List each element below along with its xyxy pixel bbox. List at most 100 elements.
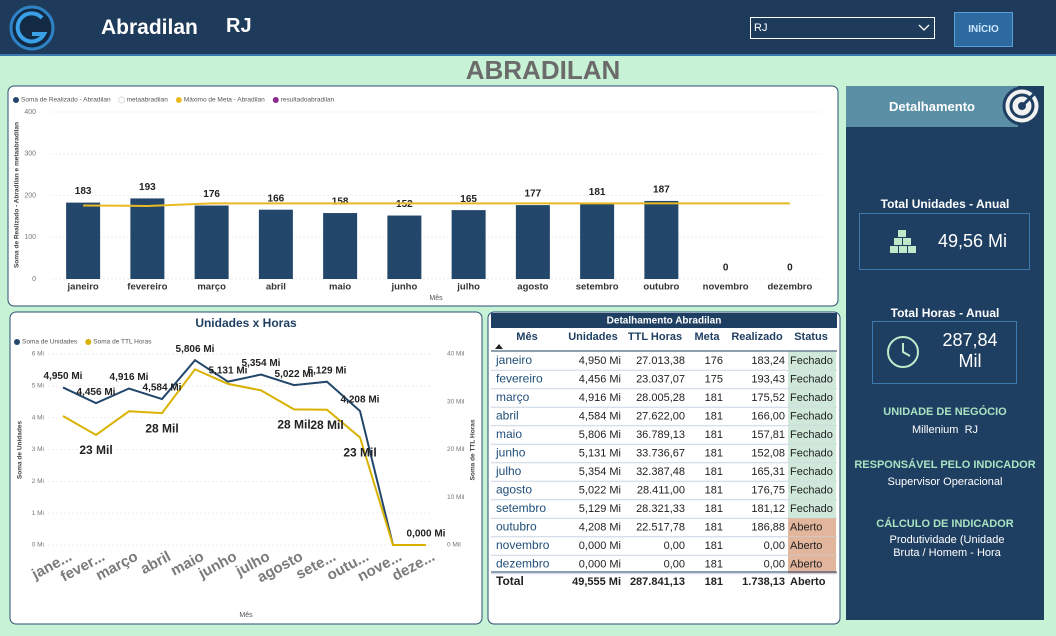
y-tick-label: 2 Mi bbox=[32, 478, 44, 485]
x-tick-label: julho bbox=[456, 282, 480, 293]
y-tick-label: 1 Mi bbox=[32, 510, 44, 517]
table-cell: Fechado bbox=[790, 373, 833, 385]
table-cell: 32.387,48 bbox=[636, 466, 685, 478]
table-cell: novembro bbox=[496, 538, 550, 552]
bar-value-label: 176 bbox=[203, 189, 220, 200]
table-cell: 5,131 Mi bbox=[579, 447, 621, 459]
total-cell: 287.841,13 bbox=[630, 576, 685, 588]
status-cell bbox=[788, 407, 836, 426]
table-cell: 5,806 Mi bbox=[579, 429, 621, 441]
y2-tick-label: 10 Mil bbox=[447, 494, 465, 501]
region-dropdown[interactable]: RJ bbox=[750, 17, 935, 39]
card-value: 287,84 Mil bbox=[942, 330, 998, 371]
bar-value-label: 166 bbox=[268, 193, 285, 204]
data-label: 5,354 Mi bbox=[242, 358, 281, 369]
table-cell: 0,00 bbox=[664, 558, 685, 570]
data-label: 5,129 Mi bbox=[308, 365, 347, 376]
x-tick-label: fevereiro bbox=[127, 282, 167, 293]
legend-marker bbox=[272, 97, 279, 103]
table-cell: 4,916 Mi bbox=[579, 392, 621, 404]
data-label: 28 Mil bbox=[310, 418, 343, 432]
total-cell: 181 bbox=[705, 576, 723, 588]
table-cell: 176 bbox=[705, 355, 723, 367]
section-title: CÁLCULO DE INDICADOR bbox=[876, 518, 1014, 530]
table-cell: 175 bbox=[705, 373, 723, 385]
y-tick-label: 0 Mi bbox=[32, 542, 44, 549]
legend-label: resultadoabradilan bbox=[281, 97, 335, 104]
series-line bbox=[62, 368, 426, 546]
column-header: Unidades bbox=[568, 331, 618, 343]
bar bbox=[580, 203, 615, 279]
x-tick-label: outubro bbox=[643, 282, 679, 293]
table-cell: 176,75 bbox=[751, 484, 785, 496]
table-cell: 4,950 Mi bbox=[579, 355, 621, 367]
page-title: ABRADILAN bbox=[466, 55, 621, 85]
y-tick-label: 200 bbox=[24, 192, 36, 199]
table-cell: 165,31 bbox=[751, 466, 785, 478]
legend-label: Soma de TTL Horas bbox=[93, 339, 152, 346]
y-tick-label: 3 Mi bbox=[32, 446, 44, 453]
y2-tick-label: 0 Mil bbox=[447, 542, 461, 549]
table-cell: agosto bbox=[496, 483, 532, 497]
status-cell bbox=[788, 518, 836, 537]
section-line: Produtividade (Unidade Bruta / Homem - H… bbox=[889, 534, 1005, 559]
table-cell: Aberto bbox=[790, 521, 822, 533]
table-cell: 23.037,07 bbox=[636, 373, 685, 385]
status-cell bbox=[788, 351, 836, 371]
y-tick-label: 5 Mi bbox=[32, 383, 44, 390]
section-text: Millenium RJ bbox=[846, 424, 1044, 436]
bar-value-label: 152 bbox=[396, 199, 413, 210]
x-tick-label: agosto bbox=[517, 282, 548, 293]
table-cell: 181 bbox=[705, 484, 723, 496]
status-cell bbox=[788, 499, 836, 519]
table-cell: 181 bbox=[705, 447, 723, 459]
bar-value-label: 177 bbox=[525, 189, 542, 200]
table-cell: 36.789,13 bbox=[636, 429, 685, 441]
table-cell: 4,456 Mi bbox=[579, 373, 621, 385]
table-cell: 5,129 Mi bbox=[579, 503, 621, 515]
legend-marker bbox=[85, 339, 92, 345]
y-tick-label: 4 Mi bbox=[32, 414, 44, 421]
bar bbox=[130, 198, 165, 279]
table-cell: Fechado bbox=[790, 429, 833, 441]
status-cell bbox=[788, 462, 836, 482]
data-label: 0,000 Mi bbox=[407, 529, 446, 540]
bar bbox=[323, 213, 358, 279]
status-cell bbox=[788, 555, 836, 574]
dropdown-arrow bbox=[918, 24, 930, 31]
table-cell: Aberto bbox=[790, 540, 822, 552]
boxes-icon bbox=[890, 230, 916, 253]
bar-value-label: 158 bbox=[332, 197, 349, 208]
table-cell: 33.736,67 bbox=[636, 447, 685, 459]
y-tick-label: 6 Mi bbox=[32, 351, 44, 358]
target-icon bbox=[1002, 86, 1042, 126]
y2-tick-label: 20 Mil bbox=[447, 446, 465, 453]
table-panel bbox=[487, 311, 841, 625]
bar-value-label: 183 bbox=[75, 186, 92, 197]
logo bbox=[9, 5, 55, 51]
bar-value-label: 0 bbox=[723, 263, 729, 274]
column-header: Status bbox=[794, 331, 828, 343]
table-cell: 0,000 Mi bbox=[579, 540, 621, 552]
bar-value-label: 165 bbox=[460, 194, 477, 205]
table-cell: Fechado bbox=[790, 484, 833, 496]
header-region: RJ bbox=[226, 15, 252, 37]
x-tick-label: junho bbox=[390, 282, 417, 293]
status-cell bbox=[788, 370, 836, 389]
table-title-band bbox=[491, 313, 837, 328]
status-cell bbox=[788, 536, 836, 556]
section-line: RJ bbox=[964, 424, 979, 436]
card: 287,84 Mil bbox=[872, 321, 1017, 384]
status-cell bbox=[788, 481, 836, 500]
chart-title: Unidades x Horas bbox=[195, 316, 297, 330]
table-cell: julho bbox=[495, 464, 522, 478]
y-tick-label: 0 bbox=[32, 276, 36, 283]
table-cell: 175,52 bbox=[751, 392, 785, 404]
legend-marker bbox=[13, 97, 19, 103]
meta-line bbox=[83, 202, 790, 207]
table-cell: outubro bbox=[496, 520, 537, 534]
y-axis-label: Soma de Unidades bbox=[17, 421, 24, 480]
table-cell: 0,00 bbox=[664, 540, 685, 552]
table-cell: maio bbox=[496, 427, 522, 441]
home-button[interactable]: INÍCIO bbox=[954, 12, 1013, 47]
